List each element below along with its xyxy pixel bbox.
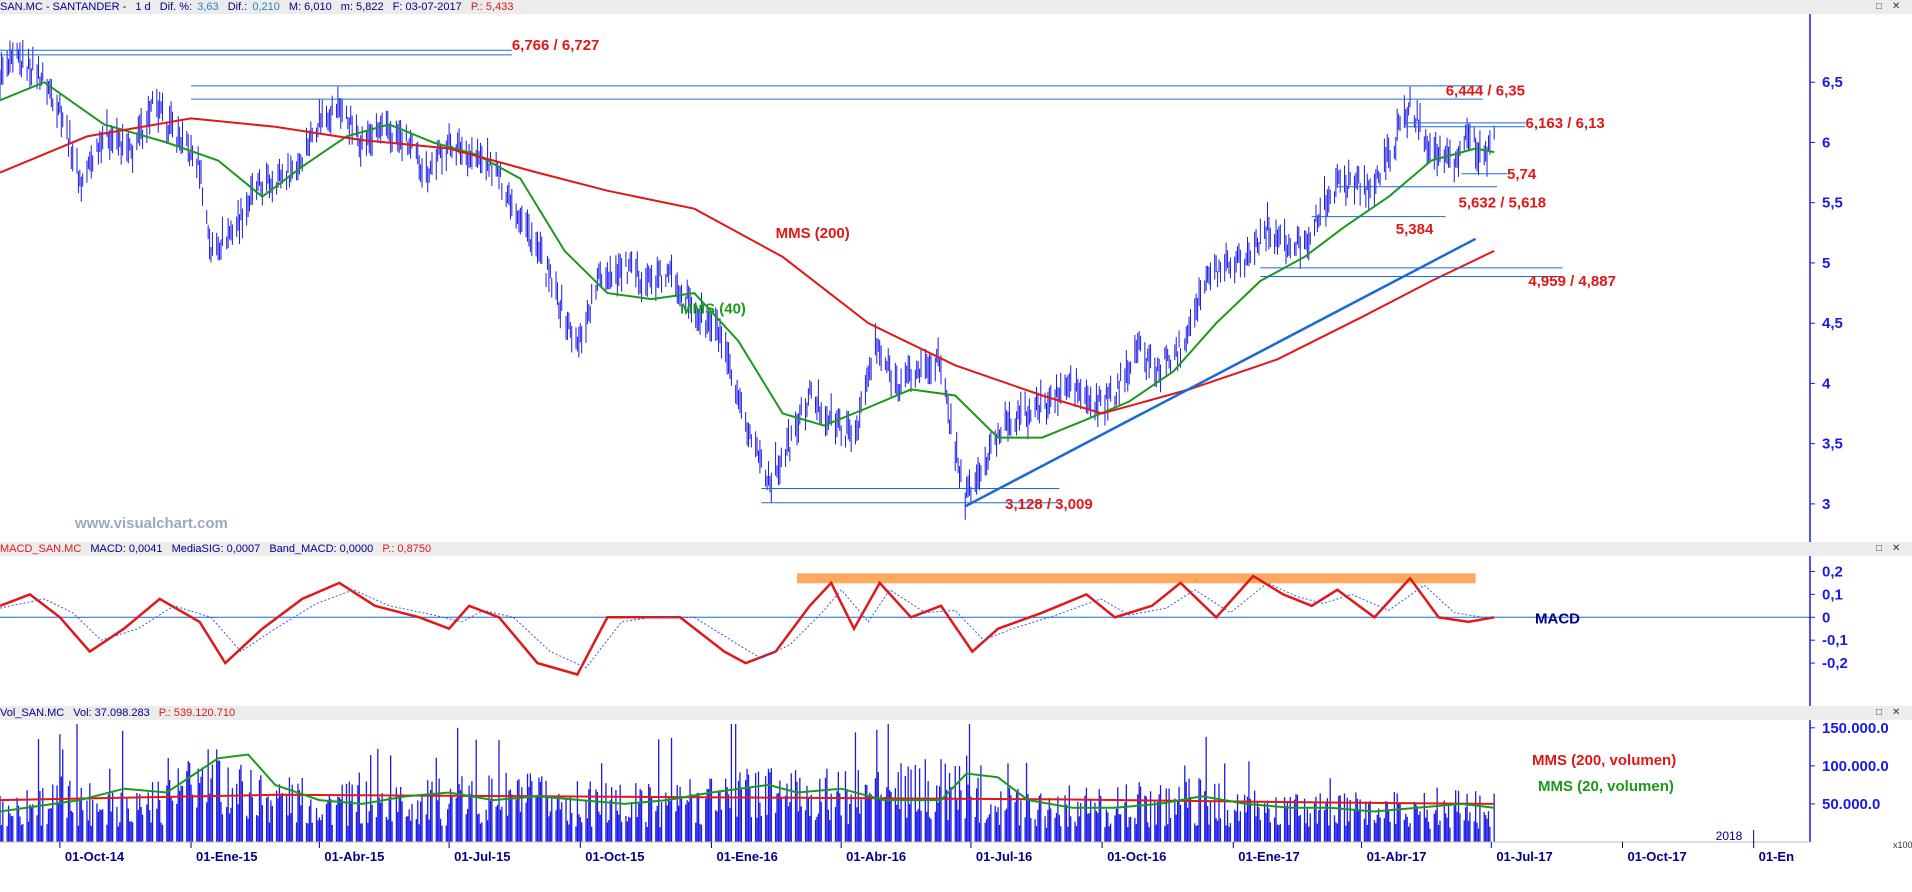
vol_ma_short-line: [0, 753, 1495, 813]
x-tick-label: 01-Jul-15: [454, 849, 510, 864]
vol-ma-short-legend: MMS (20, volumen): [1538, 778, 1674, 795]
volume-panel: Vol_SAN.MC Vol: 37.098.283 P.: 539.120.7…: [0, 706, 1912, 892]
price-level-label: 6,766 / 6,727: [512, 37, 600, 54]
ma_long-line: [0, 117, 1495, 415]
corner-tag: x100: [1893, 840, 1912, 850]
macd-y-tick-label: 0: [1822, 609, 1830, 626]
price-y-tick-label: 5: [1822, 255, 1830, 272]
ma-label: MMS (200): [776, 225, 850, 242]
x-tick-label: 01-Ene-15: [196, 849, 257, 864]
trendline-line: [964, 237, 1477, 508]
macd-band-label: Band_MACD: 0,0000: [269, 543, 374, 555]
dif-value: 0,210: [252, 1, 280, 13]
macd-y-tick-label: 0,1: [1822, 586, 1843, 603]
price-level-label: 4,959 / 4,887: [1528, 273, 1616, 290]
x-tick-label: 01-Oct-16: [1107, 849, 1166, 864]
ma_short-line: [0, 81, 1495, 439]
price-level-label: 5,74: [1507, 166, 1537, 183]
price-level-label: 3,128 / 3,009: [1005, 496, 1093, 513]
price-chart: 6,766 / 6,727 6,444 / 6,356,163 / 6,13 5,7…: [0, 14, 1843, 544]
volume-y-tick-label: 150.000.0: [1822, 720, 1889, 737]
dif-pct-value: 3,63: [197, 1, 219, 13]
macd-value-label: MACD: 0,0041: [90, 543, 163, 555]
dif-pct-caption: Dif. %:: [159, 1, 193, 13]
price-level-label: 5,632 / 5,618: [1459, 195, 1547, 212]
last-value: P.: 5,433: [470, 1, 514, 13]
macd-name-label: MACD_SAN.MC: [0, 543, 82, 555]
price-y-tick-label: 6: [1822, 134, 1830, 151]
maximize-volume-panel-button[interactable]: □: [1876, 707, 1883, 718]
vol-last-label: P.: 539.120.710: [158, 707, 236, 719]
x-tick-label: 01-Abr-16: [846, 849, 906, 864]
macd-highlight-band: [796, 573, 1476, 584]
x-tick-label: 01-Oct-14: [65, 849, 125, 864]
min-value: m: 5,822: [340, 1, 384, 13]
macd-signal-label: MediaSIG: 0,0007: [171, 543, 261, 555]
price-y-tick-label: 3,5: [1822, 436, 1843, 453]
volume-y-tick-label: 50.000.0: [1822, 796, 1880, 813]
price-y-tick-label: 4: [1822, 375, 1831, 392]
x-tick-label: 01-Oct-15: [585, 849, 644, 864]
volume-panel-header: Vol_SAN.MC Vol: 37.098.283 P.: 539.120.7…: [0, 706, 1912, 720]
macd-last-label: P.: 0,8750: [382, 543, 432, 555]
watermark: www.visualchart.com: [74, 515, 228, 532]
x-tick-label: 01-Abr-15: [324, 849, 384, 864]
price-y-tick-label: 3: [1822, 496, 1830, 513]
max-value: M: 6,010: [288, 1, 332, 13]
macd-chart: MACD 0,2 0,1 0 -0,1 -0,2: [0, 556, 1848, 706]
vol_ma_long-line: [0, 793, 1495, 805]
price-y-tick-label: 4,5: [1822, 315, 1843, 332]
price-level-label: 6,444 / 6,35: [1446, 83, 1525, 100]
dif-caption: Dif.:: [227, 1, 248, 13]
macd_signal-line: [0, 582, 1495, 669]
ma-label: MMS (40): [680, 301, 746, 318]
macd-legend-label: MACD: [1535, 610, 1580, 627]
macd-y-tick-label: -0,1: [1822, 632, 1848, 649]
x-tick-label: 01-Jul-16: [976, 849, 1032, 864]
macd-y-tick-label: 0,2: [1822, 563, 1843, 580]
timeframe-label: 1 d: [135, 1, 151, 13]
macd-line: [0, 574, 1495, 676]
x-tick-label: 01-Ene-16: [716, 849, 777, 864]
x-tick-label: 01-En: [1759, 849, 1794, 864]
x-tick-label: 01-Ene-17: [1238, 849, 1299, 864]
macd-y-tick-label: -0,2: [1822, 655, 1848, 672]
price-y-tick-label: 5,5: [1822, 195, 1843, 212]
price-panel: SAN.MC - SANTANDER - 1 d Dif. %: 3,63 Di…: [0, 0, 1912, 544]
year-marker-label: 2018: [1716, 829, 1743, 843]
close-price-panel-button[interactable]: ✕: [1892, 1, 1901, 12]
macd-panel-header: MACD_SAN.MC MACD: 0,0041 MediaSIG: 0,000…: [0, 542, 1912, 556]
volume-y-tick-label: 100.000.0: [1822, 758, 1889, 775]
maximize-price-panel-button[interactable]: □: [1876, 1, 1883, 12]
vol-ma-long-legend: MMS (200, volumen): [1532, 752, 1676, 769]
price-level-label: 5,384: [1396, 221, 1434, 238]
x-tick-label: 01-Oct-17: [1627, 849, 1686, 864]
price-level-label: 6,163 / 6,13: [1526, 115, 1605, 132]
close-volume-panel-button[interactable]: ✕: [1892, 707, 1901, 718]
x-tick-label: 01-Abr-17: [1367, 849, 1427, 864]
vol-name-label: Vol_SAN.MC: [0, 707, 65, 719]
date-value: F: 03-07-2017: [392, 1, 462, 13]
macd-panel: MACD_SAN.MC MACD: 0,0041 MediaSIG: 0,000…: [0, 542, 1912, 706]
volume-chart: MMS (200, volumen) MMS (20, volumen) 50.00…: [0, 720, 1912, 864]
price-panel-header: SAN.MC - SANTANDER - 1 d Dif. %: 3,63 Di…: [0, 0, 1912, 14]
symbol-label: SAN.MC - SANTANDER -: [0, 1, 127, 13]
price-y-tick-label: 6,5: [1822, 74, 1843, 91]
x-tick-label: 01-Jul-17: [1496, 849, 1552, 864]
vol-value-label: Vol: 37.098.283: [73, 707, 150, 719]
maximize-macd-panel-button[interactable]: □: [1876, 543, 1883, 554]
close-macd-panel-button[interactable]: ✕: [1892, 543, 1901, 554]
